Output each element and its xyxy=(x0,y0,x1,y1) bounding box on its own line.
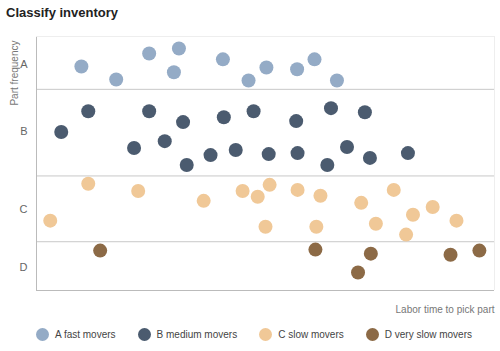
html-text:B medium movers: B medium movers xyxy=(156,329,238,340)
html-text:C slow movers: C slow movers xyxy=(278,329,344,340)
svg-text:D: D xyxy=(20,261,28,273)
svg-text:A: A xyxy=(20,58,28,70)
html-text:A fast movers: A fast movers xyxy=(55,329,116,340)
svg-text:Labor time to pick part: Labor time to pick part xyxy=(396,304,495,315)
svg-text:C: C xyxy=(20,203,28,215)
html-text:Classify inventory: Classify inventory xyxy=(6,5,118,20)
html-text:D very slow movers: D very slow movers xyxy=(384,329,472,340)
svg-text:B: B xyxy=(20,125,27,137)
svg-text:Part frequency: Part frequency xyxy=(9,41,20,106)
